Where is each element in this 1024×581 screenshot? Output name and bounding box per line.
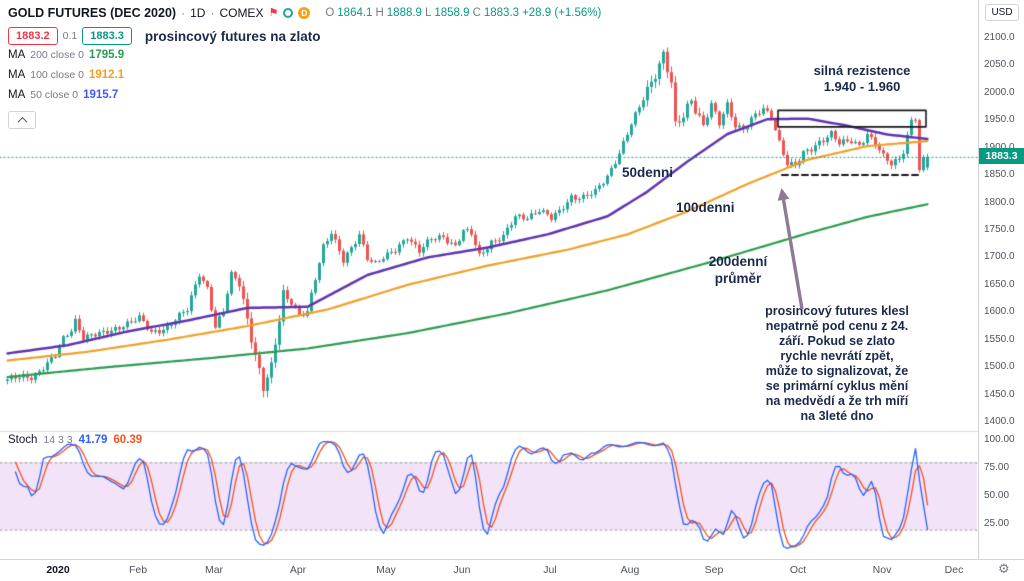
price-tick-label: 1850.0 — [984, 169, 1015, 181]
price-axis[interactable]: USD 1883.3 2100.0 2050.0 2000.0 1950.0 1900.… — [978, 0, 1024, 559]
time-tick-label: Jul — [543, 564, 557, 576]
stoch-tick-label: 100.00 — [984, 434, 1015, 445]
ohlc-readout: O 1864.1 H 1888.9 L 1858.9 C 1883.3 +28.… — [325, 7, 601, 19]
price-tick-label: 2000.0 — [984, 86, 1015, 98]
symbol-title-row[interactable]: GOLD FUTURES (DEC 2020) · 1D · COMEX ⚑ D… — [8, 6, 601, 20]
price-tick-label: 1550.0 — [984, 333, 1015, 345]
buy-price-button[interactable]: 1883.3 — [82, 27, 132, 45]
ma100-name: MA — [8, 69, 26, 81]
last-price-tag: 1883.3 — [979, 147, 1024, 164]
arrow-annotation — [777, 188, 804, 310]
open-label: O — [325, 7, 335, 19]
chart-note-text: prosincový futures na zlato — [144, 28, 321, 44]
chevron-up-icon — [17, 116, 27, 127]
stoch-name: Stoch — [8, 434, 38, 446]
high-value: 1888.9 — [386, 7, 422, 19]
resistance-text-line1: silná rezistence — [813, 63, 911, 78]
separator-dot: · — [181, 6, 186, 20]
exchange-label[interactable]: COMEX — [219, 6, 264, 20]
sell-price-button[interactable]: 1883.2 — [8, 27, 58, 45]
price-tick-label: 1500.0 — [984, 361, 1015, 373]
ma50-line-label: 50denni — [622, 165, 674, 180]
spread-value: 0.1 — [62, 30, 78, 42]
exchange-flag-icon: ⚑ — [268, 6, 279, 19]
ma100-params: 100 close 0 — [30, 69, 84, 81]
price-tick-label: 1650.0 — [984, 278, 1015, 290]
ma100-value: 1912.1 — [88, 69, 125, 81]
ma200-params: 200 close 0 — [30, 49, 84, 61]
ma100-line-label: 100denni — [676, 200, 735, 215]
change-value: +28.9 (+1.56%) — [522, 7, 602, 19]
price-tick-label: 1450.0 — [984, 388, 1015, 400]
price-tick-label: 2100.0 — [984, 32, 1015, 43]
open-value: 1864.1 — [337, 7, 373, 19]
price-tick-label: 1900.0 — [984, 142, 1015, 153]
price-tick-label: 1600.0 — [984, 306, 1015, 318]
time-tick-label: Feb — [128, 564, 148, 576]
separator-dot: · — [210, 6, 215, 20]
symbol-legend: GOLD FUTURES (DEC 2020) · 1D · COMEX ⚑ D… — [8, 6, 601, 129]
stoch-tick-label: 75.00 — [984, 462, 1010, 473]
price-tick-label: 1400.0 — [984, 416, 1015, 427]
time-tick-label: Dec — [944, 564, 964, 576]
price-tick-label: 2050.0 — [984, 59, 1015, 71]
arrow-line — [777, 188, 804, 310]
time-tick-label: Aug — [620, 564, 640, 576]
resistance-annotation: silná rezistence 1.940 - 1.960 — [782, 63, 942, 95]
indicator-row-ma200[interactable]: MA 200 close 0 1795.9 — [8, 49, 601, 65]
ma50-value: 1915.7 — [83, 89, 119, 101]
stoch-d-value: 60.39 — [113, 434, 143, 446]
stoch-tick-label: 25.00 — [984, 518, 1010, 529]
ma200-value: 1795.9 — [88, 49, 125, 61]
indicator-row-ma50[interactable]: MA 50 close 0 1915.7 — [8, 89, 601, 105]
stoch-k-value: 41.79 — [78, 434, 108, 446]
time-tick-label: Apr — [289, 564, 307, 576]
ma200-name: MA — [8, 49, 26, 61]
legend-collapse-button[interactable] — [8, 111, 36, 129]
time-tick-label: Mar — [204, 564, 224, 576]
time-tick-label: Nov — [872, 564, 892, 576]
low-label: L — [424, 7, 432, 19]
stoch-tick-label: 50.00 — [984, 490, 1010, 501]
time-tick-label: Jun — [453, 564, 471, 576]
price-tick-label: 1700.0 — [984, 251, 1015, 263]
commentary-annotation: prosincový futures klesl nepatrně pod ce… — [765, 304, 909, 423]
high-label: H — [375, 7, 384, 19]
close-label: C — [472, 7, 481, 19]
ma200-line-label: 200denní průměr — [708, 254, 768, 286]
price-tick-label: 1950.0 — [984, 114, 1015, 126]
price-tick-label: 1800.0 — [984, 196, 1015, 208]
currency-button[interactable]: USD — [985, 4, 1019, 21]
ma50-name: MA — [8, 89, 26, 101]
stochastic-indicator-row[interactable]: Stoch 14 3 3 41.79 60.39 — [8, 434, 142, 446]
time-tick-label: Sep — [704, 564, 724, 576]
time-axis[interactable]: 2020 Feb Mar Apr May Jun Jul Aug Sep Oct Nov Dec — [0, 559, 1024, 581]
ma50-params: 50 close 0 — [30, 89, 79, 101]
symbol-title[interactable]: GOLD FUTURES (DEC 2020) — [8, 6, 177, 20]
main-chart-canvas[interactable] — [0, 0, 978, 559]
time-tick-label: May — [376, 564, 396, 576]
bid-ask-row: 1883.2 0.1 1883.3 prosincový futures na … — [8, 27, 601, 45]
time-tick-label: Oct — [789, 564, 807, 576]
settings-gear-icon[interactable]: ⚙ — [998, 562, 1010, 577]
delayed-data-icon[interactable]: D — [298, 7, 311, 19]
low-value: 1858.9 — [434, 7, 470, 19]
stoch-params: 14 3 3 — [43, 434, 73, 446]
close-value: 1883.3 — [483, 7, 520, 19]
indicator-row-ma100[interactable]: MA 100 close 0 1912.1 — [8, 69, 601, 85]
time-tick-label: 2020 — [46, 564, 70, 576]
resistance-text-line2: 1.940 - 1.960 — [823, 79, 901, 94]
interval-label[interactable]: 1D — [190, 6, 206, 20]
price-tick-label: 1750.0 — [984, 224, 1015, 235]
pane-separator[interactable] — [0, 431, 978, 432]
realtime-status-icon[interactable] — [283, 8, 294, 18]
